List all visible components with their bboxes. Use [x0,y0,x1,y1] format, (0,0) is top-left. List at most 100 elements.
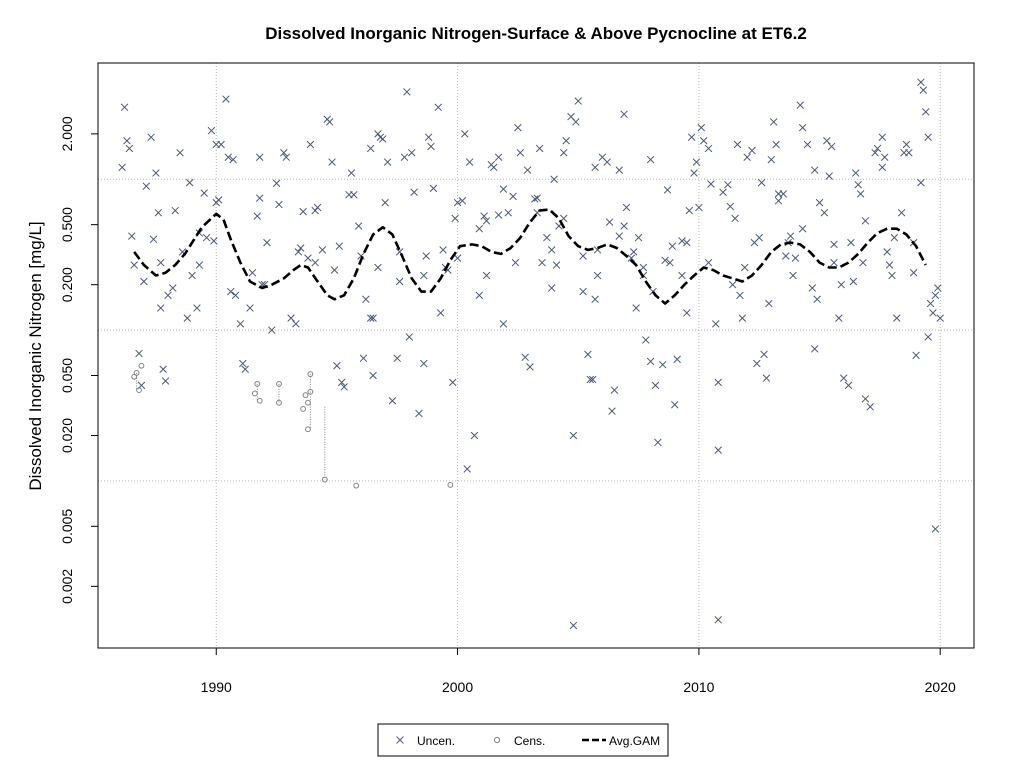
data-points [118,78,944,630]
x-tick-label: 2010 [683,679,714,695]
uncensored-point [451,214,459,223]
uncensored-point [362,295,370,304]
uncensored-point [369,314,377,322]
censored-point [307,388,314,395]
uncensored-point [697,123,706,132]
uncensored-point [453,198,462,207]
uncensored-point [299,207,307,216]
uncensored-point [280,148,288,157]
uncensored-point [871,148,879,157]
uncensored-point [128,232,136,240]
uncensored-point [272,179,281,188]
uncensored-point [475,224,484,233]
uncensored-point [415,409,423,418]
uncensored-point [772,140,780,149]
uncensored-point [917,78,925,86]
censored-point [307,371,314,378]
uncensored-point [767,155,776,164]
uncensored-point [118,163,126,172]
uncensored-point [658,360,667,369]
uncensored-point [883,248,891,256]
uncensored-point [844,381,853,390]
uncensored-point [902,140,911,149]
uncensored-point [837,280,846,289]
uncensored-point [448,378,457,387]
uncensored-point [470,431,479,440]
y-tick-label: 0.050 [59,358,75,393]
uncensored-point [620,222,628,230]
uncensored-point [921,108,930,116]
uncensored-point [383,158,392,166]
uncensored-point [480,212,488,220]
uncensored-point [731,214,739,223]
uncensored-point [893,314,901,322]
uncensored-point [827,142,836,151]
uncensored-point [202,233,211,242]
uncensored-point [494,153,503,161]
uncensored-point [724,180,732,189]
uncensored-point [420,271,428,280]
uncensored-point [436,309,445,317]
uncensored-point [149,235,158,244]
legend-gam-label: Avg.GAM [609,734,660,748]
uncensored-point [678,271,686,280]
uncensored-point [786,232,795,240]
legend-uncen-label: Uncen. [417,734,455,748]
uncensored-point [603,158,611,166]
uncensored-point [159,365,167,373]
uncensored-point [263,238,271,247]
uncensored-point [354,222,363,230]
uncensored-point [796,101,805,109]
censored-point [254,380,261,387]
uncensored-point [306,140,315,149]
censored-point [276,399,282,406]
uncensored-point [847,238,855,247]
uncensored-point [615,232,624,240]
uncensored-point [924,333,932,341]
uncensored-point [395,277,404,286]
uncensored-point [634,233,643,242]
uncensored-point [885,261,894,269]
uncensored-point [499,320,508,328]
uncensored-point [714,446,722,454]
uncensored-point [231,291,240,300]
legend-uncen-icon [396,736,404,744]
uncensored-point [798,224,807,233]
uncensored-point [207,126,216,135]
y-axis: 0.002 0.005 0.020 0.050 0.200 0.500 2.000 [59,116,99,604]
uncensored-point [164,291,172,300]
uncensored-point [311,206,319,215]
uncensored-point [253,212,262,220]
uncensored-point [740,263,749,272]
uncensored-point [526,363,534,371]
y-tick-label: 0.005 [59,509,75,544]
uncensored-point [359,354,368,363]
uncensored-point [931,291,940,300]
uncensored-point [161,377,170,385]
uncensored-point [490,163,498,172]
uncensored-point [646,357,655,366]
uncensored-point [482,271,491,280]
uncensored-point [403,88,411,96]
censored-point [353,482,360,489]
uncensored-point [622,203,631,212]
uncensored-point [379,135,387,143]
uncensored-point [699,137,708,145]
uncensored-point [574,97,582,105]
uncensored-point [212,140,221,149]
uncensored-point [287,314,295,322]
uncensored-point [779,190,788,198]
uncensored-point [294,248,303,256]
uncensored-point [328,158,336,166]
uncensored-point [369,371,377,380]
uncensored-point [605,218,614,226]
y-tick-label: 0.200 [59,267,75,302]
uncensored-point [210,237,218,245]
censored-point [300,406,307,412]
uncensored-point [224,153,233,161]
uncensored-point [909,268,918,277]
uncensored-point [815,198,824,207]
uncensored-point [335,242,344,250]
censored-point [256,397,263,404]
